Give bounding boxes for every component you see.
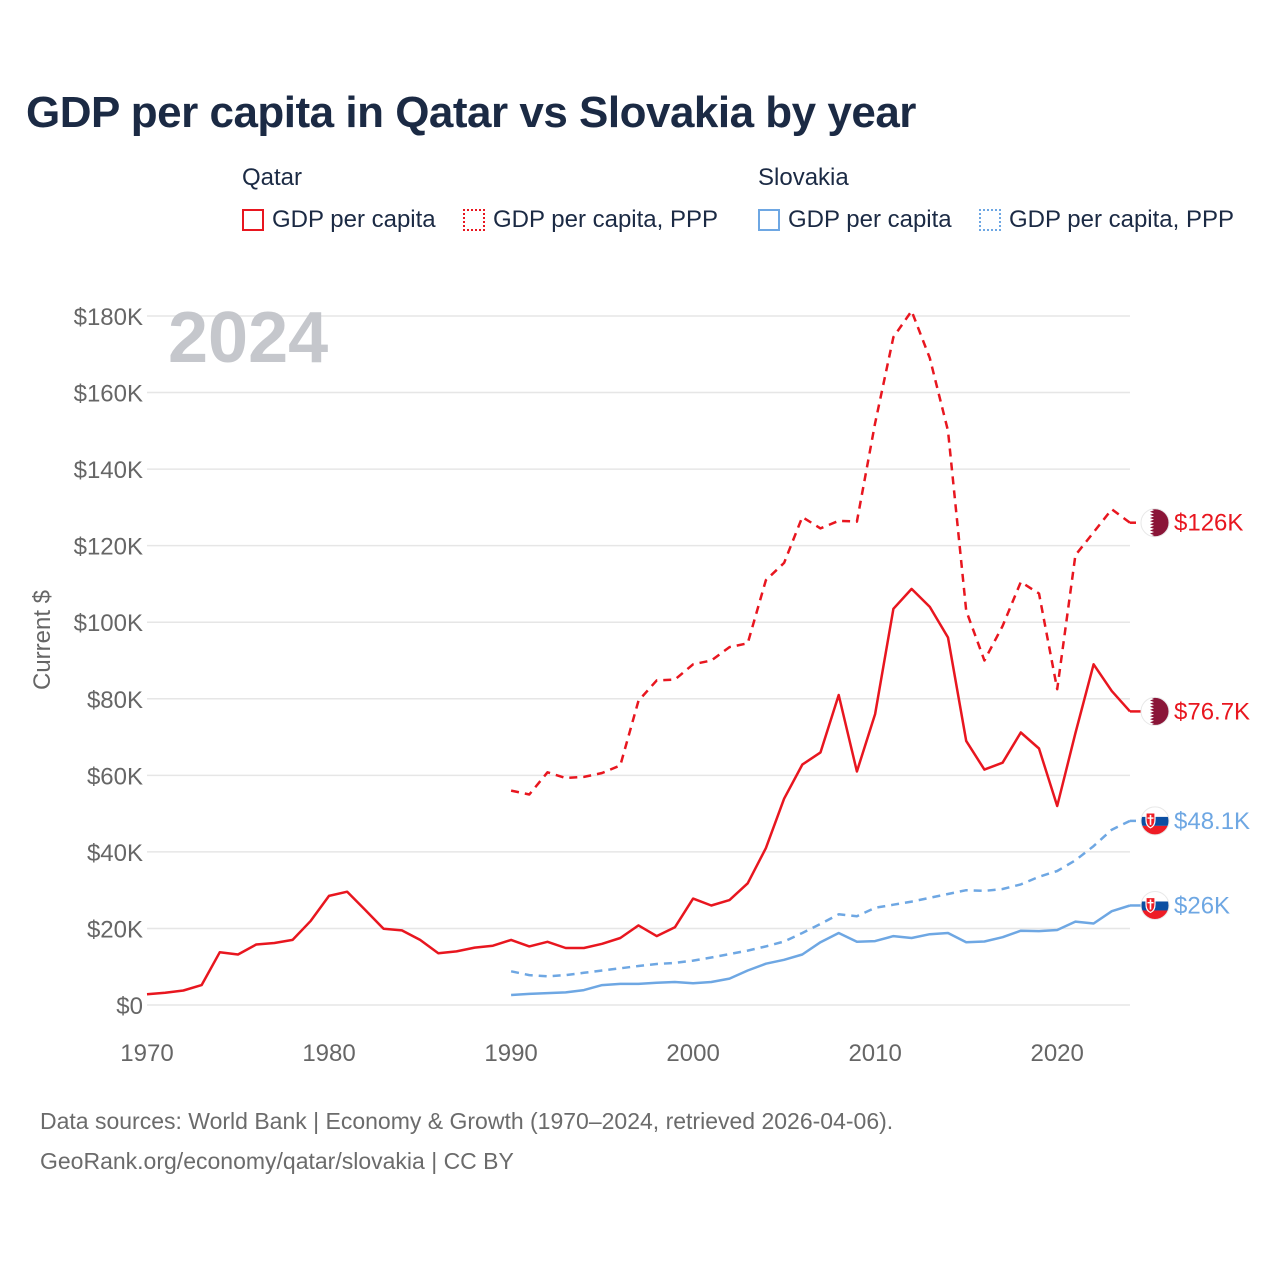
x-tick-label: 2020 — [1030, 1040, 1083, 1067]
x-tick-label: 2000 — [666, 1040, 719, 1067]
legend-group-qatar: Qatar — [242, 164, 303, 191]
qatar-flag-icon — [1140, 508, 1170, 538]
y-tick-label: $140K — [74, 457, 143, 484]
year-watermark: 2024 — [168, 298, 328, 378]
legend-label: GDP per capita — [788, 206, 952, 233]
y-tick-label: $80K — [87, 687, 143, 714]
legend-swatch-dotted-red — [463, 209, 485, 231]
legend-item-slovakia-gdp[interactable]: GDP per capita — [758, 204, 952, 236]
legend-swatch-dotted-blue — [979, 209, 1001, 231]
series-end-label: $76.7K — [1174, 698, 1250, 725]
x-tick-label: 1970 — [120, 1040, 173, 1067]
series-end-label: $48.1K — [1174, 808, 1250, 835]
footer-credit: GeoRank.org/economy/qatar/slovakia | CC … — [40, 1148, 514, 1174]
legend-swatch-solid-red — [242, 209, 264, 231]
y-tick-label: $120K — [74, 534, 143, 561]
y-axis-label: Current $ — [29, 590, 56, 690]
legend-group-slovakia: Slovakia — [758, 164, 849, 191]
y-tick-label: $20K — [87, 916, 143, 943]
y-tick-label: $100K — [74, 610, 143, 637]
slovakia-flag-icon — [1140, 890, 1170, 920]
legend-item-qatar-gdp[interactable]: GDP per capita — [242, 204, 436, 236]
footer-sources: Data sources: World Bank | Economy & Gro… — [40, 1108, 894, 1134]
series-line[interactable] — [511, 904, 1131, 997]
series-line[interactable] — [510, 819, 1131, 978]
series-end-label: $26K — [1174, 892, 1230, 919]
x-tick-label: 2010 — [848, 1040, 901, 1067]
series-line[interactable] — [146, 587, 1131, 996]
y-tick-label: $180K — [74, 304, 143, 331]
qatar-flag-icon — [1140, 696, 1170, 726]
slovakia-flag-icon — [1140, 806, 1170, 836]
legend-item-qatar-gdp-ppp[interactable]: GDP per capita, PPP — [463, 204, 718, 236]
y-tick-label: $40K — [87, 840, 143, 867]
x-tick-label: 1990 — [484, 1040, 537, 1067]
y-tick-label: $160K — [74, 381, 143, 408]
legend-label: GDP per capita — [272, 206, 436, 233]
chart-title: GDP per capita in Qatar vs Slovakia by y… — [26, 88, 916, 137]
series-end-label: $126K — [1174, 510, 1243, 537]
legend-item-slovakia-gdp-ppp[interactable]: GDP per capita, PPP — [979, 204, 1234, 236]
legend-label: GDP per capita, PPP — [1009, 206, 1234, 233]
series-line[interactable] — [510, 309, 1131, 796]
legend-label: GDP per capita, PPP — [493, 206, 718, 233]
y-tick-label: $0 — [116, 993, 143, 1020]
x-tick-label: 1980 — [302, 1040, 355, 1067]
y-tick-label: $60K — [87, 763, 143, 790]
legend-swatch-solid-blue — [758, 209, 780, 231]
